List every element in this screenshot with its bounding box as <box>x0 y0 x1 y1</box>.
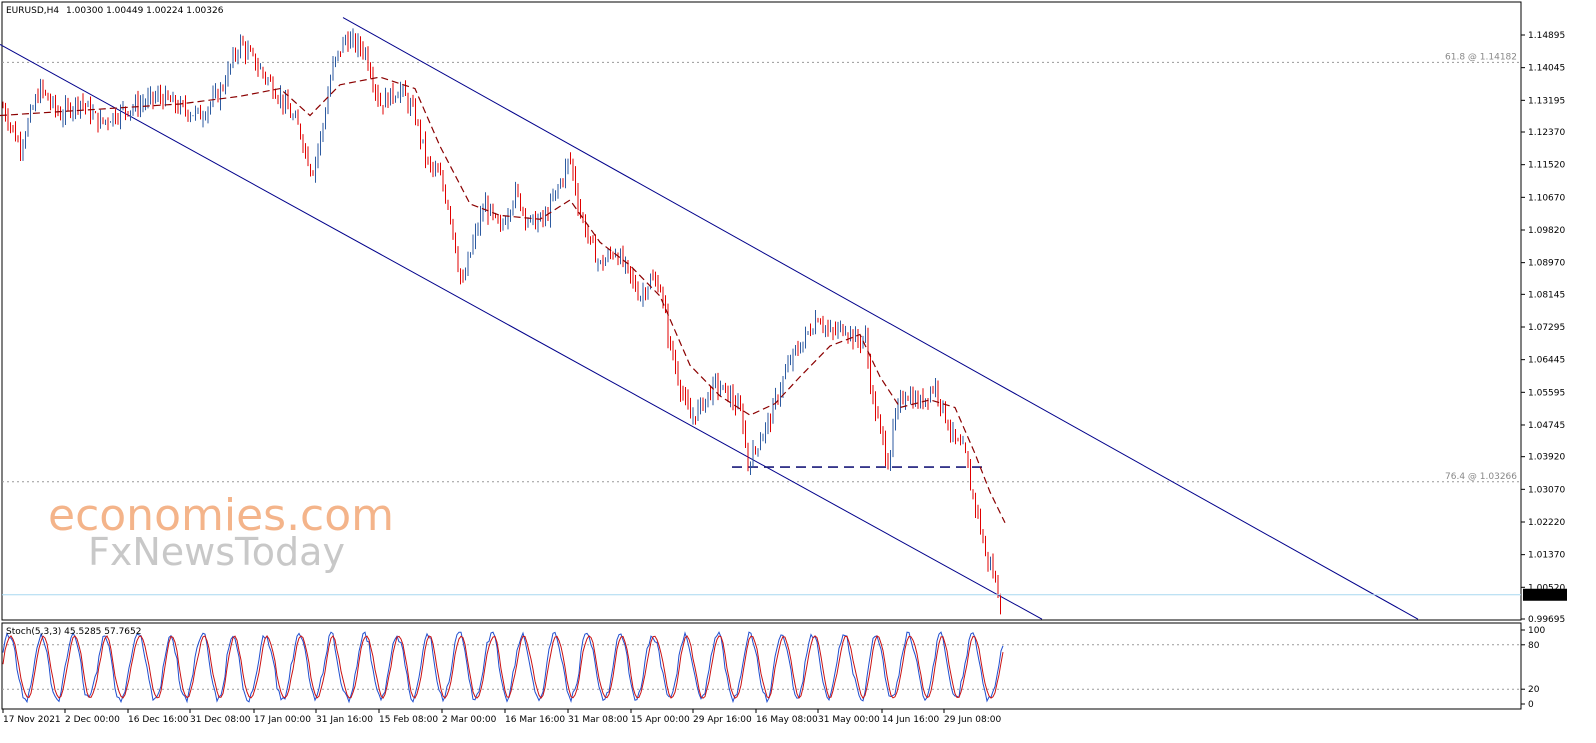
price-tick-label: 1.08970 <box>1528 259 1565 269</box>
symbol-label: EURUSD,H4 <box>6 6 59 16</box>
time-axis: 17 Nov 2021 2 Dec 00:00 16 Dec 16:00 31 Dec… <box>2 709 1001 725</box>
price-tick-label: 1.01370 <box>1528 551 1565 561</box>
stoch-tick-label: 0 <box>1528 700 1534 710</box>
time-tick-label: 15 Apr 00:00 <box>631 715 690 725</box>
price-tick-label: 1.11520 <box>1528 161 1565 171</box>
moving-average <box>0 76 1006 524</box>
price-tick-label: 1.10670 <box>1528 193 1565 203</box>
chart-header: EURUSD,H4 1.00300 1.00449 1.00224 1.0032… <box>6 6 224 16</box>
ohlc-values: 1.00300 1.00449 1.00224 1.00326 <box>66 6 224 16</box>
current-price-box <box>1523 588 1567 601</box>
stoch-tick-label: 80 <box>1528 641 1540 651</box>
channel-line <box>0 43 1043 620</box>
price-tick-label: 1.03070 <box>1528 485 1565 495</box>
fib-level-label: 61.8 @ 1.14182 <box>1445 52 1517 62</box>
price-tick-label: 1.06445 <box>1528 356 1565 366</box>
time-tick-label: 31 May 00:00 <box>818 715 880 725</box>
watermark: economies.com FxNewsToday <box>48 490 394 574</box>
time-tick-label: 15 Feb 08:00 <box>379 715 438 725</box>
price-tick-label: 1.02220 <box>1528 518 1565 528</box>
time-tick-label: 14 Jun 16:00 <box>882 715 939 725</box>
stoch-d-line <box>2 635 1004 700</box>
time-tick-label: 31 Mar 08:00 <box>568 715 628 725</box>
time-tick-label: 2 Mar 00:00 <box>442 715 497 725</box>
time-tick-label: 17 Jan 00:00 <box>254 715 311 725</box>
price-tick-label: 1.14895 <box>1528 31 1565 41</box>
stoch-k-line <box>2 631 1004 704</box>
price-tick-label: 1.03920 <box>1528 453 1565 463</box>
time-tick-label: 16 Dec 16:00 <box>128 715 189 725</box>
time-tick-label: 29 Jun 08:00 <box>944 715 1001 725</box>
fib-level-label: 76.4 @ 1.03266 <box>1445 472 1517 482</box>
main-panel-frame <box>1 1 1522 621</box>
price-tick-label: 1.14045 <box>1528 64 1565 74</box>
watermark-economies: economies.com <box>48 490 394 541</box>
price-tick-label: 1.04745 <box>1528 421 1565 431</box>
price-tick-label: 1.08145 <box>1528 290 1565 300</box>
price-axis: 1.14895 1.14045 1.13195 1.12370 1.11520 1.106… <box>2 31 1567 625</box>
time-tick-label: 31 Dec 08:00 <box>190 715 251 725</box>
price-tick-label: 1.07295 <box>1528 323 1565 333</box>
time-tick-label: 17 Nov 2021 <box>3 715 61 725</box>
time-tick-label: 31 Jan 16:00 <box>316 715 373 725</box>
stochastic-label: Stoch(5,3,3) 45.5285 57.7652 <box>6 627 141 637</box>
trend-channel <box>0 17 1419 620</box>
time-tick-label: 29 Apr 16:00 <box>693 715 752 725</box>
price-tick-label: 1.05595 <box>1528 388 1565 398</box>
current-price-label: 1.00326 <box>1526 591 1563 601</box>
candlesticks <box>2 28 1001 615</box>
fib-levels: 61.8 @ 1.14182 76.4 @ 1.03266 <box>2 52 1521 483</box>
stoch-tick-label: 20 <box>1528 685 1540 695</box>
time-tick-label: 16 Mar 16:00 <box>505 715 565 725</box>
stoch-tick-label: 100 <box>1528 626 1545 636</box>
price-tick-label: 1.00520 <box>1528 583 1565 593</box>
price-tick-label: 1.13195 <box>1528 96 1565 106</box>
price-tick-label: 1.09820 <box>1528 226 1565 236</box>
moving-average-line <box>0 76 1006 524</box>
time-tick-label: 16 May 08:00 <box>756 715 818 725</box>
watermark-fxnewstoday: FxNewsToday <box>88 530 345 574</box>
stochastic-oscillator: 100 80 20 0 <box>2 626 1545 710</box>
price-tick-label: 0.99695 <box>1528 615 1565 625</box>
indicator-panel-frame <box>1 622 1522 710</box>
time-tick-label: 2 Dec 00:00 <box>65 715 120 725</box>
channel-line <box>342 17 1419 620</box>
price-tick-label: 1.12370 <box>1528 128 1565 138</box>
